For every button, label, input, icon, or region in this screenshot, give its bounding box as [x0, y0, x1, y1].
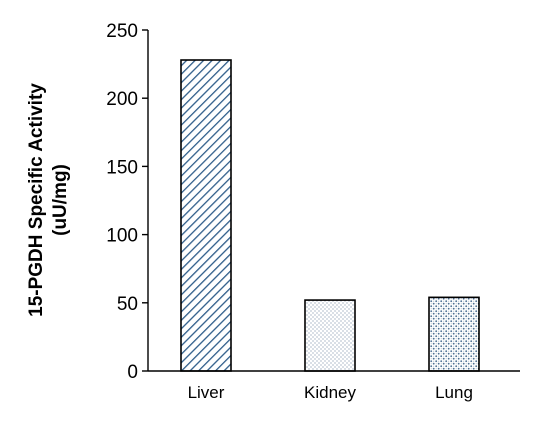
y-tick-label: 100 — [106, 226, 138, 247]
x-tick-label-lung: Lung — [435, 383, 473, 402]
y-axis-title-line-1: 15-PGDH Specific Activity — [26, 83, 47, 317]
y-tick-label: 150 — [106, 157, 138, 178]
y-tick-label: 50 — [117, 294, 138, 315]
bar-lung — [428, 296, 480, 372]
y-tick-label: 0 — [127, 362, 138, 383]
y-axis-title: 15-PGDH Specific Activity (uU/mg) — [26, 83, 71, 317]
bar-kidney — [304, 299, 356, 372]
x-axis-ticks: Liver Kidney Lung — [188, 383, 473, 402]
bars — [180, 59, 480, 372]
x-tick-label-kidney: Kidney — [304, 383, 356, 402]
bar-liver — [180, 59, 232, 372]
x-tick-label-liver: Liver — [188, 383, 225, 402]
y-tick-label: 250 — [106, 21, 138, 42]
y-axis-ticks: 0 50 100 150 200 250 — [106, 21, 148, 383]
y-tick-label: 200 — [106, 89, 138, 110]
y-axis-title-line-2: (uU/mg) — [50, 164, 71, 236]
